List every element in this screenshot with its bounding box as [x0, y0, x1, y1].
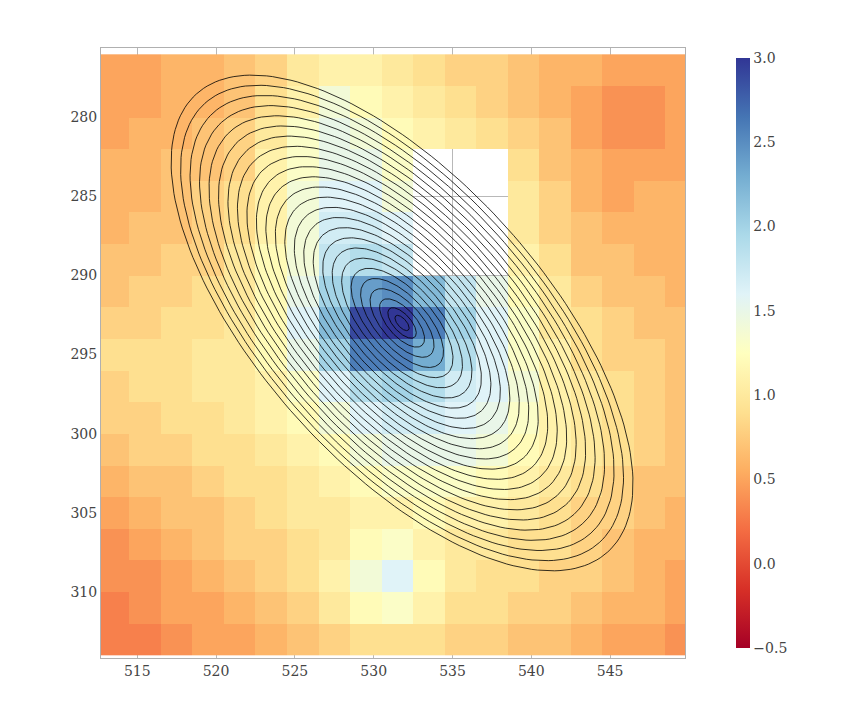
svg-text:290: 290: [70, 267, 97, 283]
svg-text:2.0: 2.0: [753, 218, 775, 234]
svg-text:295: 295: [70, 346, 97, 362]
svg-text:300: 300: [70, 426, 97, 442]
svg-text:530: 530: [360, 663, 387, 679]
svg-text:3.0: 3.0: [753, 50, 775, 66]
svg-text:515: 515: [124, 663, 151, 679]
svg-text:1.5: 1.5: [753, 303, 775, 319]
svg-text:525: 525: [282, 663, 309, 679]
svg-text:535: 535: [439, 663, 466, 679]
svg-text:540: 540: [518, 663, 545, 679]
svg-text:520: 520: [203, 663, 230, 679]
svg-text:−0.5: −0.5: [753, 640, 787, 656]
svg-text:2.5: 2.5: [753, 134, 775, 150]
svg-text:1.0: 1.0: [753, 387, 775, 403]
svg-text:545: 545: [597, 663, 624, 679]
svg-text:0.0: 0.0: [753, 556, 775, 572]
svg-text:0.5: 0.5: [753, 471, 775, 487]
svg-text:285: 285: [70, 188, 97, 204]
svg-text:310: 310: [70, 584, 97, 600]
svg-text:280: 280: [70, 109, 97, 125]
svg-text:305: 305: [70, 505, 97, 521]
